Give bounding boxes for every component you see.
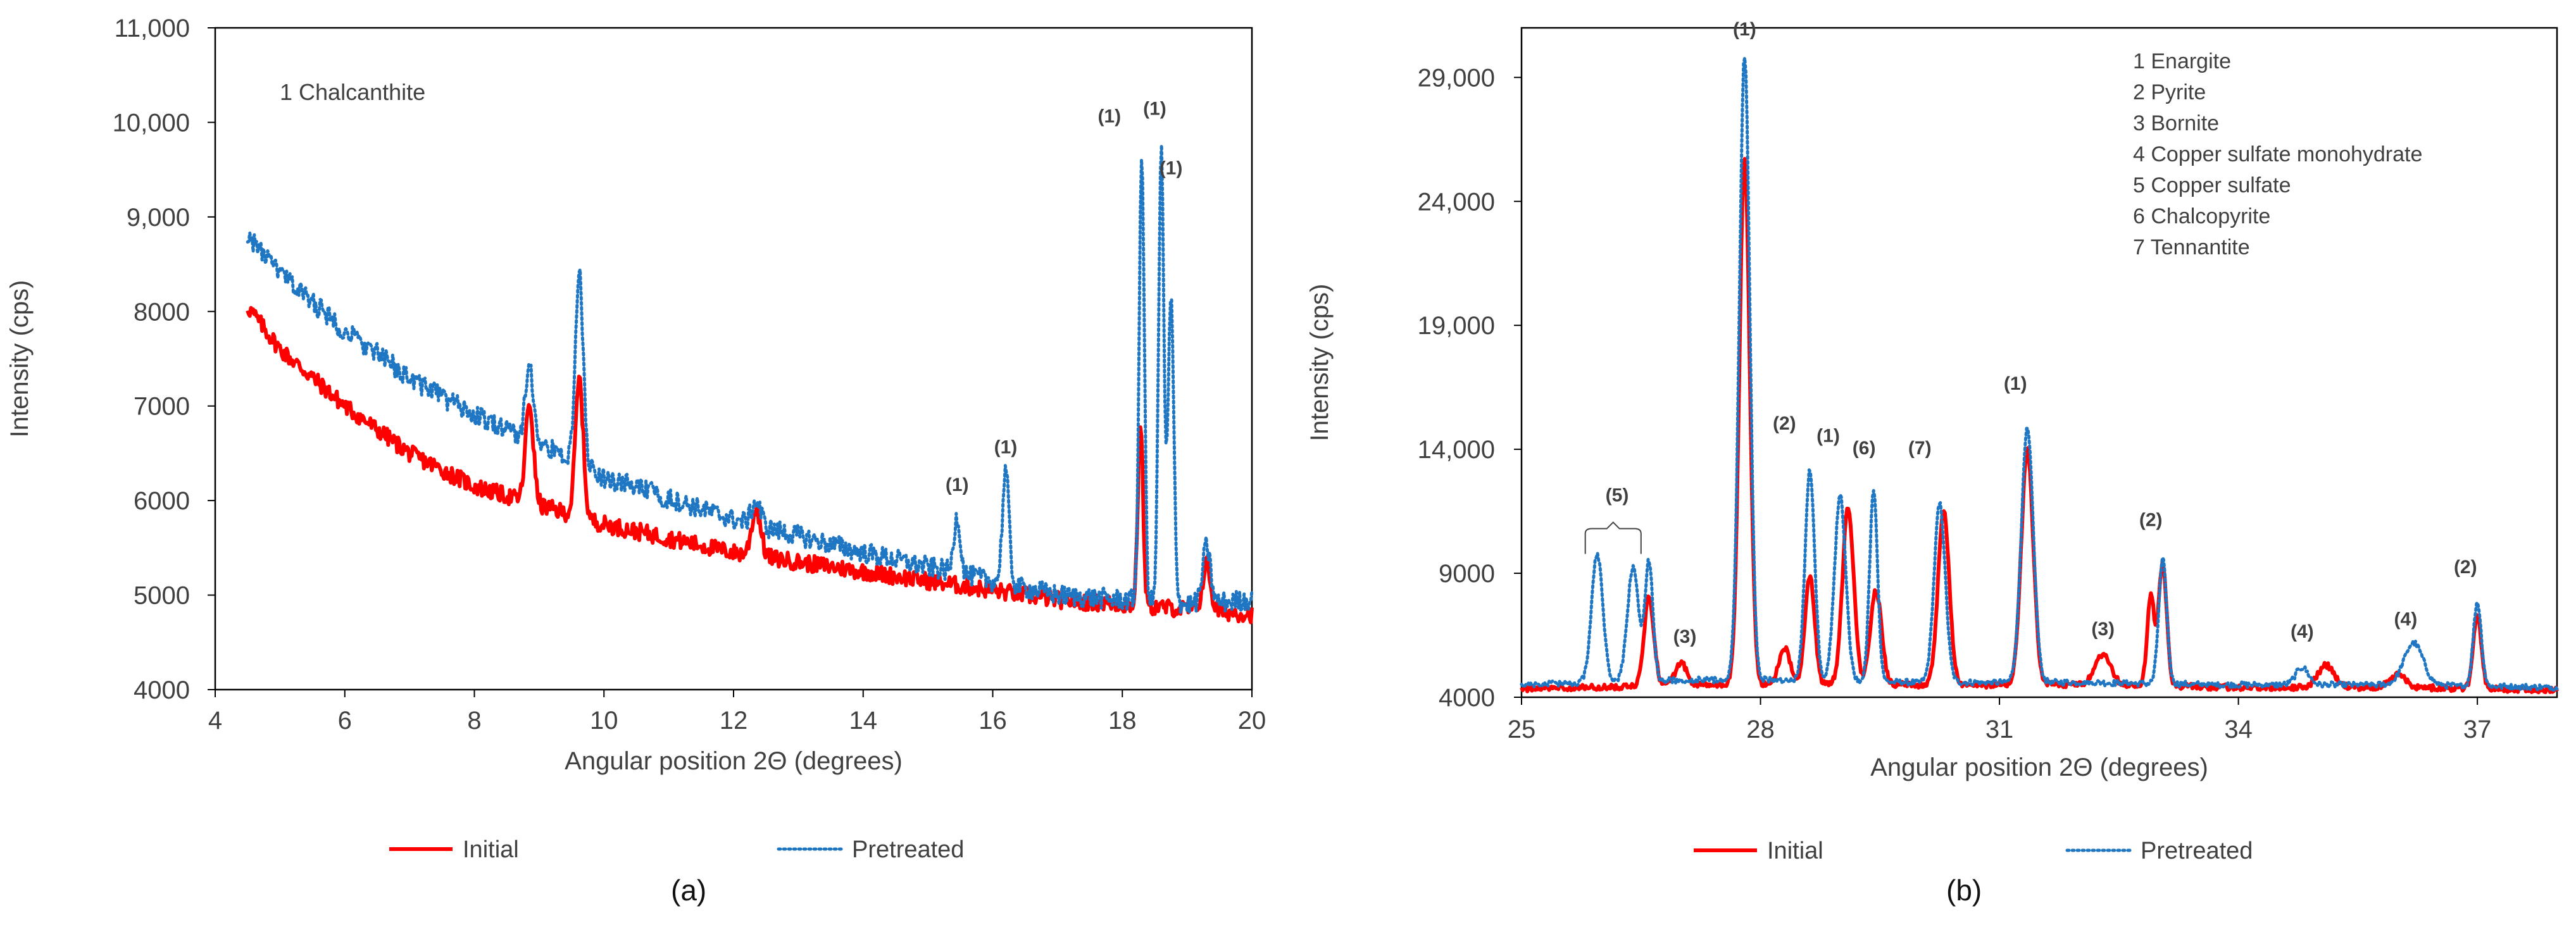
peak-bracket bbox=[1584, 521, 1642, 554]
y-tick-label: 10,000 bbox=[113, 109, 190, 137]
mineral-legend-line: 1 Enargite bbox=[2133, 49, 2231, 73]
peak-annotation: (2) bbox=[2454, 557, 2477, 578]
peak-annotation: (1) bbox=[1160, 158, 1183, 179]
x-tick-label: 34 bbox=[2224, 716, 2253, 743]
plot-area-border-0 bbox=[214, 27, 1253, 691]
peak-annotation: (1) bbox=[1097, 106, 1121, 127]
x-axis-label: Angular position 2Θ (degrees) bbox=[1870, 754, 2208, 781]
x-tick-label: 14 bbox=[849, 707, 878, 735]
x-tick-label: 18 bbox=[1108, 707, 1137, 735]
plot-area-border-1 bbox=[1520, 27, 2558, 698]
series-line-initial bbox=[246, 306, 1254, 624]
peak-annotation: (4) bbox=[2394, 609, 2418, 630]
series-line-pretreated bbox=[246, 144, 1254, 614]
peak-annotation: (3) bbox=[1673, 626, 1697, 647]
y-tick-label: 6000 bbox=[134, 487, 190, 515]
peak-annotation: (1) bbox=[1733, 19, 1756, 40]
mineral-legend-line: 2 Pyrite bbox=[2133, 80, 2206, 104]
mineral-legend-text: 1 Chalcanthite bbox=[280, 79, 425, 105]
mineral-legend-line: 3 Bornite bbox=[2133, 111, 2219, 135]
y-tick-label: 8000 bbox=[134, 298, 190, 326]
y-tick-label: 11,000 bbox=[115, 15, 190, 42]
legend-label-initial: Initial bbox=[463, 836, 519, 863]
peak-annotation: (1) bbox=[994, 437, 1018, 457]
y-tick-label: 24,000 bbox=[1418, 188, 1495, 216]
series-line-pretreated bbox=[1520, 56, 2559, 692]
panel-caption-a: (a) bbox=[671, 874, 707, 907]
y-tick-label: 4000 bbox=[1439, 684, 1495, 712]
peak-annotation: (1) bbox=[1143, 98, 1166, 119]
y-axis-label: Intensity (cps) bbox=[1306, 284, 1334, 442]
x-tick-label: 16 bbox=[979, 707, 1007, 735]
y-tick-label: 29,000 bbox=[1418, 64, 1495, 92]
y-tick-label: 7000 bbox=[134, 393, 190, 421]
x-tick-label: 25 bbox=[1508, 716, 1536, 743]
y-tick-label: 9,000 bbox=[127, 204, 190, 232]
y-tick-label: 5000 bbox=[134, 582, 190, 610]
peak-annotation: (3) bbox=[2091, 619, 2115, 640]
x-tick-label: 20 bbox=[1238, 707, 1266, 735]
peak-annotation: (1) bbox=[946, 475, 969, 495]
x-axis-label: Angular position 2Θ (degrees) bbox=[565, 747, 903, 775]
peak-annotation: (5) bbox=[1606, 485, 1629, 506]
x-tick-label: 12 bbox=[720, 707, 748, 735]
x-tick-label: 10 bbox=[590, 707, 618, 735]
mineral-legend-line: 4 Copper sulfate monohydrate bbox=[2133, 142, 2422, 166]
y-tick-label: 19,000 bbox=[1418, 312, 1495, 340]
mineral-legend-line: 5 Copper sulfate bbox=[2133, 173, 2291, 197]
panel-caption-b: (b) bbox=[1946, 874, 1982, 907]
mineral-legend-line: 7 Tennantite bbox=[2133, 235, 2250, 259]
y-tick-label: 14,000 bbox=[1418, 436, 1495, 464]
y-tick-label: 9000 bbox=[1439, 560, 1495, 588]
x-tick-label: 6 bbox=[338, 707, 352, 735]
y-tick-label: 4000 bbox=[134, 676, 190, 704]
peak-annotation: (2) bbox=[1773, 413, 1796, 434]
mineral-legend-line: 6 Chalcopyrite bbox=[2133, 204, 2270, 228]
x-tick-label: 31 bbox=[1985, 716, 2014, 743]
legend-label-pretreated: Pretreated bbox=[852, 836, 964, 863]
x-tick-label: 4 bbox=[208, 707, 222, 735]
peak-annotation: (6) bbox=[1853, 438, 1876, 459]
peak-annotation: (1) bbox=[1816, 425, 1840, 446]
peak-annotation: (4) bbox=[2291, 621, 2314, 642]
y-axis-label: Intensity (cps) bbox=[6, 280, 34, 438]
legend-label-pretreated: Pretreated bbox=[2141, 838, 2253, 864]
x-tick-label: 37 bbox=[2463, 716, 2492, 743]
x-tick-label: 28 bbox=[1746, 716, 1775, 743]
peak-annotation: (7) bbox=[1908, 438, 1932, 459]
peak-annotation: (1) bbox=[2004, 373, 2027, 394]
x-tick-label: 8 bbox=[467, 707, 481, 735]
legend-label-initial: Initial bbox=[1767, 838, 1823, 864]
peak-annotation: (2) bbox=[2139, 510, 2163, 531]
